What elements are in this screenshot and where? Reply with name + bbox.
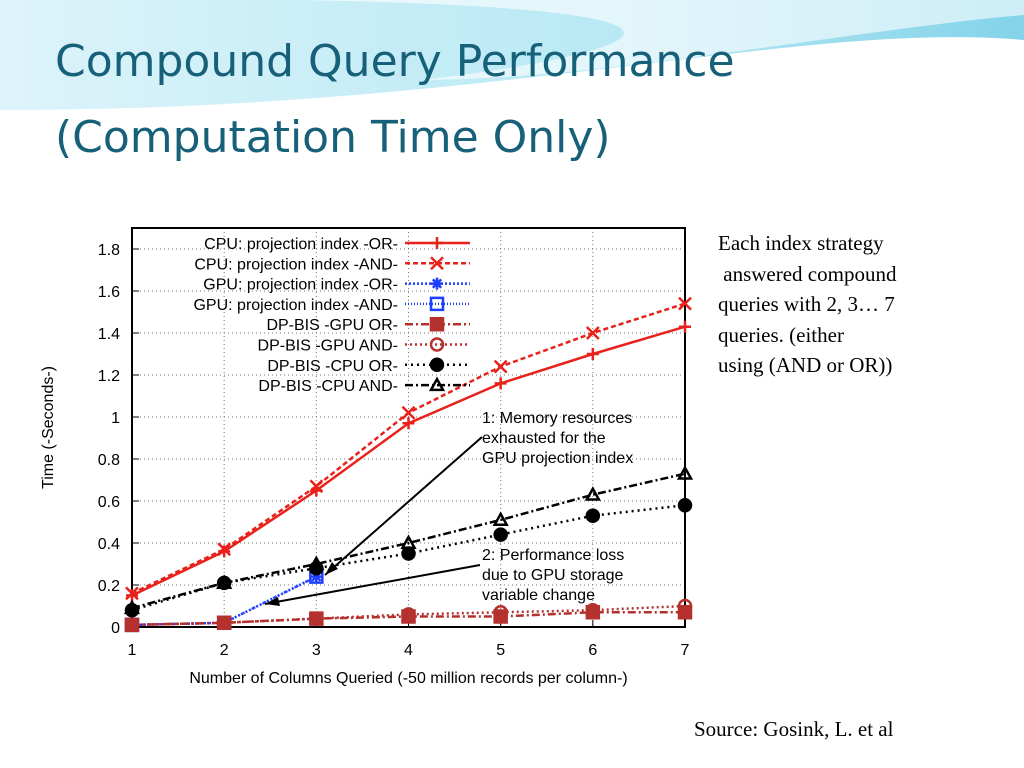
series-line [131,472,686,610]
y-tick-label: 1.8 [98,242,120,259]
note: queries with 2, 3… 7 [718,292,895,316]
slide-title: (Computation Time Only) [55,112,611,163]
data-point [679,320,691,333]
y-tick-label: 1.6 [98,284,120,301]
note: Each index strategy [718,231,884,255]
legend-marker [428,376,446,392]
data-point [677,598,693,614]
x-tick-label: 4 [404,642,413,659]
annotation: exhausted for the [482,430,606,447]
y-tick-label: 0.2 [98,578,120,595]
data-point [584,486,601,501]
data-point [217,542,232,557]
y-tick-label: 0 [111,620,120,637]
data-point [216,615,232,631]
data-point [402,417,415,430]
legend-marker [431,237,443,249]
chart: 0 0.2 0.4 0.6 0.8 1 1.2 1.4 1.6 1.8 1 2 3 4 5 6 7 Number … [40,227,694,687]
data-point [678,296,692,311]
annotation: variable change [482,587,595,604]
slide-title: Compound Query Performance [55,36,735,87]
arrow-head [265,597,280,606]
data-point [494,377,507,390]
legend-label: DP-BIS -GPU AND- [258,338,398,355]
data-point [308,555,325,571]
legend-marker [431,277,443,290]
data-point [309,479,324,494]
data-point [126,589,138,602]
data-point [124,617,140,633]
x-tick-label: 1 [128,642,137,659]
y-tick-label: 0.4 [98,536,120,553]
legend-label: GPU: projection index -AND- [193,297,398,314]
y-tick-label: 0.8 [98,452,120,469]
legend-marker [429,296,445,312]
legend-marker [430,256,444,271]
data-point [493,359,508,374]
data-point [676,465,694,480]
data-point [585,508,601,523]
legend-label: DP-BIS -CPU AND- [258,378,398,395]
annotation: due to GPU storage [482,567,624,584]
data-point [493,527,508,542]
data-point [125,586,139,601]
annotation-arrow [264,564,481,605]
legend-marker [429,357,445,373]
x-axis-label: Number of Columns Queried (-50 million r… [189,670,627,687]
x-tick-label: 6 [588,642,597,659]
data-point [400,534,417,550]
data-point [309,611,324,626]
plot-frame [131,227,686,628]
data-point [493,605,508,620]
legend-marker [429,337,445,352]
y-tick-label: 0.6 [98,494,120,511]
x-tick-label: 3 [312,642,321,659]
x-tick-label: 7 [681,642,690,659]
legend-label: DP-BIS -CPU OR- [267,358,398,375]
legend-label: CPU: projection index -OR- [204,236,398,253]
note: queries. (either [718,323,844,347]
x-tick-label: 2 [220,642,229,659]
data-point [677,497,693,513]
annotation: GPU projection index [482,450,633,467]
note: answered compound [718,262,897,286]
data-point [492,511,509,526]
data-point [585,602,601,618]
data-point [401,607,416,622]
data-point [216,574,233,589]
legend-label: DP-BIS -GPU OR- [266,317,398,334]
data-point [123,599,141,615]
data-point [401,546,416,561]
annotation-arrow [324,436,483,576]
data-point [585,326,600,340]
note: using (AND or OR)) [718,353,892,377]
arrow-head [325,562,338,575]
y-axis-label: Time (-Seconds-) [40,366,57,489]
legend-marker [429,316,445,332]
y-tick-label: 1 [111,410,120,427]
annotation: 1: Memory resources [482,410,632,427]
legend-label: CPU: projection index -AND- [194,256,398,273]
data-point [586,348,599,360]
x-tick-label: 5 [496,642,505,659]
legend-label: GPU: projection index -OR- [203,277,398,294]
header-wave-highlight [300,0,1024,80]
series-line [131,604,686,627]
y-tick-label: 1.4 [98,326,120,343]
data-point [401,405,416,420]
annotation: 2: Performance loss [482,547,624,564]
y-tick-label: 1.2 [98,368,120,385]
source: Source: Gosink, L. et al [694,717,894,741]
